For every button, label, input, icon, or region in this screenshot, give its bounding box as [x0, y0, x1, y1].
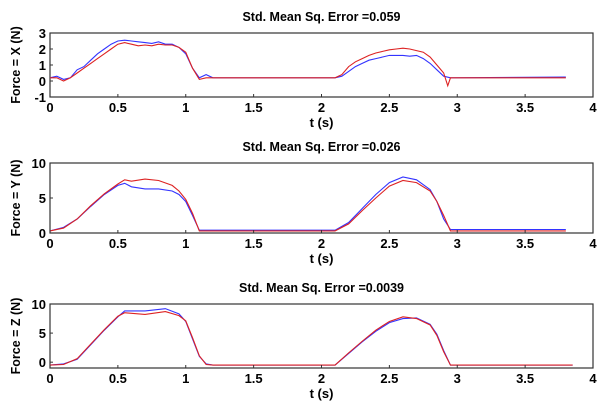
- x-tick-label: 3: [454, 236, 461, 251]
- x-tick-label: 1: [182, 371, 189, 386]
- x-tick-label: 1: [182, 100, 189, 115]
- y-tick-label: 0: [39, 74, 46, 89]
- y-tick-label: -1: [34, 90, 46, 105]
- y-tick-label: 2: [39, 42, 46, 57]
- y-axis-label: Force = Y (N): [9, 160, 23, 237]
- x-tick-label: 3: [454, 100, 461, 115]
- y-axis-label: Force = X (N): [9, 26, 23, 103]
- subplot-3: Std. Mean Sq. Error =0.0039 0 0.5 1 1.5 2 2.5 3…: [9, 281, 597, 401]
- y-tick-label: 5: [39, 191, 46, 206]
- x-tick-label: 2.5: [380, 236, 398, 251]
- x-tick-label: 4: [589, 371, 597, 386]
- x-tick-label: 1: [182, 236, 189, 251]
- x-axis-label: t (s): [310, 251, 334, 266]
- x-tick-label: 0.5: [109, 236, 127, 251]
- chart-title: Std. Mean Sq. Error =0.059: [242, 10, 400, 24]
- series-red-line: [50, 42, 566, 88]
- x-tick-label: 3.5: [516, 371, 534, 386]
- plot-area: [49, 162, 594, 234]
- plot-area: [49, 303, 594, 369]
- x-tick-label: 2: [318, 100, 325, 115]
- x-tick-label: 3: [454, 371, 461, 386]
- y-tick-label: 3: [39, 26, 46, 41]
- x-tick-label: 4: [589, 100, 597, 115]
- x-tick-label: 3.5: [516, 236, 534, 251]
- chart-title: Std. Mean Sq. Error =0.026: [242, 140, 400, 154]
- x-tick-label: 0: [46, 371, 53, 386]
- x-tick-label: 4: [589, 236, 597, 251]
- x-tick-label: 0.5: [109, 371, 127, 386]
- chart-title: Std. Mean Sq. Error =0.0039: [239, 281, 404, 295]
- y-axis-label: Force = Z (N): [9, 298, 23, 375]
- x-tick-label: 1.5: [245, 100, 263, 115]
- x-tick-label: 2.5: [380, 371, 398, 386]
- series-red-line: [49, 311, 573, 366]
- y-tick-label: 5: [39, 326, 46, 341]
- subplot-1: Std. Mean Sq. Error =0.059 0 0.5 1 1.5 2 2.5 3 3…: [9, 10, 597, 130]
- series-red-line: [49, 178, 566, 232]
- y-tick-label: 1: [39, 58, 46, 73]
- x-tick-label: 3.5: [516, 100, 534, 115]
- x-tick-label: 2: [318, 236, 325, 251]
- x-tick-label: 0: [46, 236, 53, 251]
- subplot-2: Std. Mean Sq. Error =0.026 0 0.5 1 1.5 2 2.5 3 3…: [9, 140, 597, 266]
- y-tick-label: 0: [39, 355, 46, 370]
- y-tick-label: 10: [32, 297, 46, 312]
- x-tick-label: 1.5: [245, 371, 263, 386]
- x-tick-label: 2: [318, 371, 325, 386]
- x-tick-label: 0.5: [109, 100, 127, 115]
- x-tick-label: 2.5: [380, 100, 398, 115]
- y-tick-label: 10: [32, 156, 46, 171]
- series-blue-line: [49, 176, 566, 232]
- x-axis-label: t (s): [310, 115, 334, 130]
- plot-area: [49, 32, 594, 98]
- y-tick-label: 0: [39, 226, 46, 241]
- x-tick-label: 1.5: [245, 236, 263, 251]
- x-tick-label: 0: [46, 100, 53, 115]
- x-axis-label: t (s): [310, 386, 334, 401]
